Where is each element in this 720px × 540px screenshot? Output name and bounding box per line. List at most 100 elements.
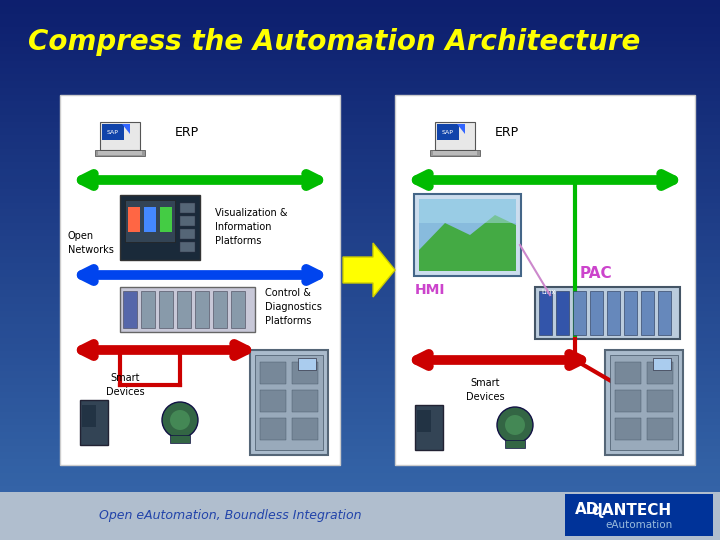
Bar	[102, 124, 124, 140]
Bar	[0, 330, 720, 338]
Text: PAC: PAC	[580, 266, 613, 280]
Circle shape	[505, 415, 525, 435]
Bar	[0, 284, 720, 291]
Bar	[0, 486, 720, 492]
Bar	[0, 141, 720, 149]
Bar	[0, 0, 720, 6]
Bar	[0, 183, 720, 189]
Bar	[0, 27, 720, 33]
Bar	[0, 122, 720, 128]
Bar	[647, 362, 673, 384]
Bar	[0, 47, 720, 54]
Text: eAutomation: eAutomation	[606, 520, 672, 530]
Text: Visualization &
Information
Platforms: Visualization & Information Platforms	[215, 208, 287, 246]
Bar	[0, 303, 720, 310]
Bar	[292, 390, 318, 412]
Circle shape	[497, 407, 533, 443]
Bar	[0, 6, 720, 14]
Bar	[0, 500, 720, 507]
Bar	[0, 216, 720, 222]
Bar	[0, 128, 720, 135]
Bar	[0, 432, 720, 438]
Bar	[0, 492, 720, 500]
Bar	[0, 74, 720, 81]
Bar	[0, 256, 720, 263]
Bar	[177, 291, 191, 328]
Text: Linx: Linx	[541, 289, 556, 295]
Bar	[0, 54, 720, 60]
Bar	[160, 207, 172, 232]
Bar	[395, 95, 695, 465]
Bar	[231, 291, 245, 328]
Bar	[539, 291, 552, 335]
Text: Compress the Automation Architecture: Compress the Automation Architecture	[28, 28, 640, 56]
Bar	[0, 324, 720, 330]
Bar	[0, 351, 720, 357]
Bar	[0, 156, 720, 162]
Bar	[615, 418, 641, 440]
Circle shape	[170, 410, 190, 430]
Bar	[0, 263, 720, 270]
Bar	[260, 390, 286, 412]
Bar	[60, 95, 340, 465]
Bar	[433, 151, 477, 155]
Bar	[0, 202, 720, 209]
Bar	[0, 465, 720, 472]
Bar	[0, 195, 720, 202]
Bar	[0, 446, 720, 453]
Bar	[125, 200, 175, 242]
Bar	[0, 526, 720, 534]
Bar	[0, 60, 720, 68]
Bar	[120, 195, 200, 260]
Bar	[419, 199, 516, 271]
Bar	[658, 291, 671, 335]
Text: Control &
Diagnostics
Platforms: Control & Diagnostics Platforms	[265, 288, 322, 326]
Bar	[565, 494, 713, 536]
Bar	[0, 189, 720, 195]
Bar	[0, 270, 720, 276]
Bar	[0, 135, 720, 141]
Bar	[0, 507, 720, 513]
Text: ERP: ERP	[495, 126, 519, 139]
Bar	[647, 390, 673, 412]
Bar	[180, 229, 195, 239]
Bar	[0, 317, 720, 324]
FancyBboxPatch shape	[435, 122, 475, 150]
Bar	[0, 87, 720, 94]
Bar	[120, 287, 255, 332]
Text: SAP: SAP	[107, 130, 119, 134]
Bar	[180, 242, 195, 252]
Bar	[0, 405, 720, 411]
Bar	[615, 390, 641, 412]
Bar	[0, 14, 720, 20]
Bar	[0, 384, 720, 391]
Bar	[0, 249, 720, 256]
Bar	[144, 207, 156, 232]
Bar	[0, 40, 720, 47]
Polygon shape	[457, 124, 465, 134]
Bar	[0, 418, 720, 426]
FancyBboxPatch shape	[100, 122, 140, 150]
Bar	[605, 350, 683, 455]
Bar	[195, 291, 209, 328]
FancyBboxPatch shape	[414, 194, 521, 276]
Polygon shape	[419, 215, 516, 271]
Bar	[0, 426, 720, 432]
Bar	[95, 150, 145, 156]
Bar	[607, 291, 620, 335]
Bar	[0, 237, 720, 243]
Bar	[180, 216, 195, 226]
Bar	[0, 20, 720, 27]
Bar	[0, 492, 720, 540]
Bar	[0, 176, 720, 183]
Bar	[0, 209, 720, 216]
Bar	[0, 115, 720, 122]
Bar	[430, 150, 480, 156]
Bar	[653, 358, 671, 370]
Bar	[0, 453, 720, 459]
Text: ERP: ERP	[175, 126, 199, 139]
Bar	[0, 357, 720, 364]
Bar	[0, 438, 720, 445]
Bar	[0, 148, 720, 156]
Bar	[641, 291, 654, 335]
